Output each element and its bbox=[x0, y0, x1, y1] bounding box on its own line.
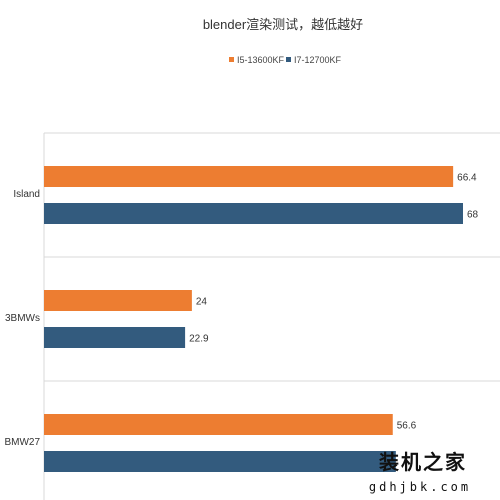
watermark-url: gdhjbk.com bbox=[369, 480, 471, 494]
bar-i5-island bbox=[44, 166, 454, 187]
legend-label-2: I7-12700KF bbox=[294, 55, 342, 65]
watermark: 装机之家 gdhjbk.com bbox=[369, 450, 471, 494]
watermark-logo: 装机之家 bbox=[378, 450, 467, 474]
legend-swatch-2 bbox=[286, 57, 291, 62]
category-label: 3BMWs bbox=[5, 313, 40, 324]
data-label: 66.4 bbox=[457, 173, 477, 184]
bar-i5-3bmws bbox=[44, 290, 192, 311]
data-label: 22.9 bbox=[189, 334, 209, 345]
bar-i7-bmw27 bbox=[44, 451, 396, 472]
bar-i5-bmw27 bbox=[44, 414, 393, 435]
legend: I5-13600KF I7-12700KF bbox=[229, 55, 342, 65]
data-label: 56.6 bbox=[397, 421, 417, 432]
legend-label-1: I5-13600KF bbox=[237, 55, 285, 65]
bar-i7-3bmws bbox=[44, 327, 186, 348]
bar-i7-island bbox=[44, 203, 463, 224]
legend-swatch-1 bbox=[229, 57, 234, 62]
data-label: 24 bbox=[196, 297, 208, 308]
category-label: Island bbox=[13, 189, 40, 200]
category-separators bbox=[44, 132, 500, 382]
value-labels: 66.4 68 24 22.9 56.6 bbox=[189, 173, 478, 432]
bars bbox=[44, 166, 463, 472]
chart-title: blender渲染测试，越低越好 bbox=[203, 17, 363, 32]
data-label: 68 bbox=[467, 210, 479, 221]
category-label: BMW27 bbox=[4, 437, 40, 448]
category-labels: Island 3BMWs BMW27 bbox=[4, 189, 40, 448]
